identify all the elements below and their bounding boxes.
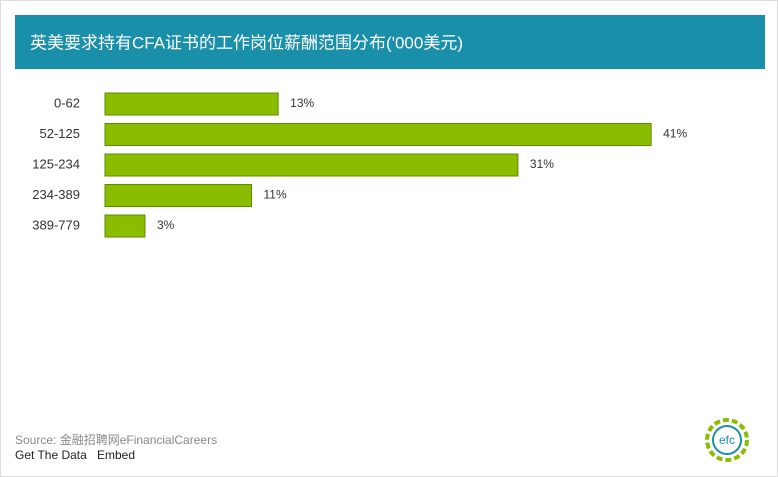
bar <box>104 184 253 207</box>
bar <box>104 214 146 238</box>
value-label: 3% <box>157 218 175 232</box>
category-label: 0-62 <box>54 95 80 110</box>
value-label: 41% <box>663 127 687 141</box>
category-label: 125-234 <box>32 156 80 171</box>
chart-title: 英美要求持有CFA证书的工作岗位薪酬范围分布('000美元) <box>30 33 463 52</box>
value-label: 11% <box>264 188 287 202</box>
category-label: 234-389 <box>32 187 80 202</box>
logo: efc <box>705 418 749 462</box>
link[interactable]: Get The Data <box>15 448 87 462</box>
category-label: 52-125 <box>40 126 80 141</box>
value-label: 31% <box>530 157 554 171</box>
bar <box>104 92 279 116</box>
value-label: 13% <box>290 96 314 110</box>
header-bar <box>15 15 765 69</box>
logo-text: efc <box>719 433 735 447</box>
source: Source: 金融招聘网eFinancialCareers <box>15 432 217 447</box>
category-label: 389-779 <box>32 217 80 232</box>
bar <box>104 123 652 146</box>
link[interactable]: Embed <box>97 448 135 462</box>
bar <box>104 153 519 177</box>
